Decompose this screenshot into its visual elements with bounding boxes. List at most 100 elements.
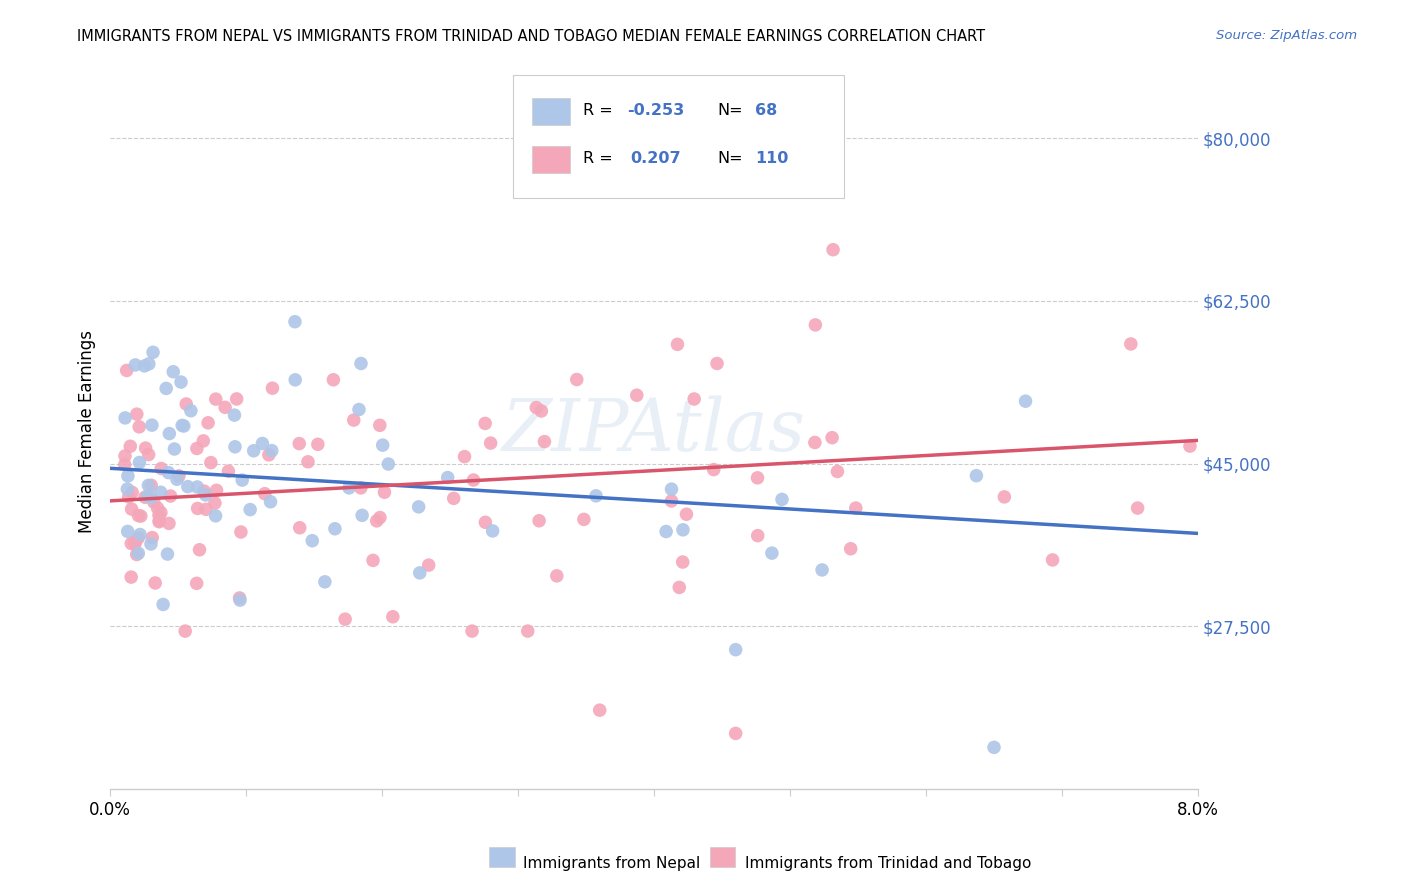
- Point: [301, 533, 323, 548]
- Y-axis label: Median Female Earnings: Median Female Earnings: [79, 330, 96, 533]
- Point: [224, 440, 246, 454]
- Point: [117, 482, 139, 496]
- Text: -0.253: -0.253: [627, 103, 685, 119]
- Point: [747, 529, 769, 543]
- Point: [217, 464, 239, 478]
- Point: [159, 489, 181, 503]
- Point: [120, 536, 142, 550]
- Point: [252, 436, 274, 450]
- Point: [675, 507, 697, 521]
- Text: Immigrants from Trinidad and Tobago: Immigrants from Trinidad and Tobago: [745, 856, 1032, 871]
- Point: [204, 496, 226, 510]
- Point: [983, 740, 1005, 755]
- Point: [170, 375, 193, 389]
- Point: [231, 473, 253, 487]
- Point: [589, 703, 612, 717]
- Point: [373, 485, 395, 500]
- Point: [706, 356, 728, 370]
- Point: [127, 508, 149, 523]
- Point: [197, 416, 219, 430]
- Point: [152, 598, 174, 612]
- Point: [337, 481, 360, 495]
- Point: [139, 491, 162, 505]
- Point: [418, 558, 440, 573]
- Point: [128, 455, 150, 469]
- Point: [381, 609, 404, 624]
- Point: [239, 502, 262, 516]
- Point: [436, 470, 458, 484]
- Point: [141, 418, 163, 433]
- Point: [823, 243, 845, 257]
- Point: [200, 456, 222, 470]
- Point: [284, 373, 307, 387]
- Point: [260, 443, 283, 458]
- Point: [174, 397, 197, 411]
- Point: [129, 509, 152, 524]
- Point: [127, 546, 149, 560]
- Point: [117, 469, 139, 483]
- Point: [186, 442, 208, 456]
- Point: [149, 485, 172, 500]
- Point: [134, 490, 156, 504]
- Point: [527, 514, 550, 528]
- Point: [366, 514, 388, 528]
- Point: [371, 438, 394, 452]
- Point: [193, 434, 215, 448]
- Point: [155, 381, 177, 395]
- FancyBboxPatch shape: [489, 847, 515, 867]
- Point: [242, 443, 264, 458]
- Point: [479, 436, 502, 450]
- Point: [333, 612, 356, 626]
- Point: [128, 420, 150, 434]
- Point: [121, 485, 143, 500]
- Point: [350, 356, 373, 370]
- Point: [839, 541, 862, 556]
- Point: [770, 492, 793, 507]
- Point: [761, 546, 783, 560]
- Point: [177, 480, 200, 494]
- Point: [666, 337, 689, 351]
- Text: Immigrants from Nepal: Immigrants from Nepal: [523, 856, 700, 871]
- Point: [409, 566, 432, 580]
- Point: [461, 624, 484, 638]
- Point: [186, 576, 208, 591]
- Text: N=: N=: [717, 152, 742, 167]
- Point: [120, 439, 142, 453]
- Point: [703, 462, 725, 476]
- Point: [139, 537, 162, 551]
- Point: [129, 527, 152, 541]
- Point: [174, 624, 197, 638]
- Point: [225, 392, 247, 406]
- Point: [138, 478, 160, 492]
- Point: [125, 548, 148, 562]
- Point: [347, 402, 370, 417]
- Point: [259, 495, 281, 509]
- Point: [229, 524, 252, 539]
- Point: [205, 483, 228, 498]
- Text: IMMIGRANTS FROM NEPAL VS IMMIGRANTS FROM TRINIDAD AND TOBAGO MEDIAN FEMALE EARNI: IMMIGRANTS FROM NEPAL VS IMMIGRANTS FROM…: [77, 29, 986, 44]
- Point: [173, 419, 195, 434]
- Point: [655, 524, 678, 539]
- Point: [724, 726, 747, 740]
- Point: [1178, 439, 1201, 453]
- Point: [114, 411, 136, 425]
- Point: [724, 642, 747, 657]
- Point: [167, 468, 190, 483]
- Text: 68: 68: [755, 103, 778, 119]
- Point: [148, 508, 170, 523]
- Point: [804, 435, 827, 450]
- Point: [443, 491, 465, 506]
- Point: [350, 481, 373, 495]
- Point: [142, 495, 165, 509]
- Point: [323, 522, 346, 536]
- Point: [565, 372, 588, 386]
- Point: [463, 473, 485, 487]
- Point: [262, 381, 284, 395]
- Point: [115, 363, 138, 377]
- Point: [661, 482, 683, 496]
- Point: [149, 506, 172, 520]
- Point: [361, 553, 384, 567]
- Point: [124, 536, 146, 550]
- Point: [661, 494, 683, 508]
- Text: 110: 110: [755, 152, 789, 167]
